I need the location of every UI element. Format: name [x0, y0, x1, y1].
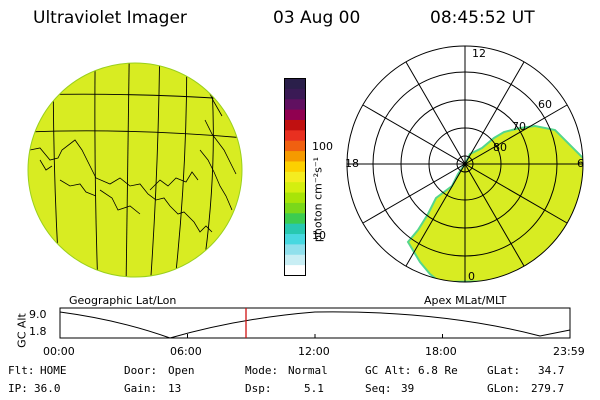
ip-label: IP:: [8, 382, 28, 395]
gain-value: 13: [168, 382, 182, 395]
colorbar-tick-100: 100: [312, 140, 333, 153]
lat-label-80: 80: [493, 141, 507, 154]
flt-label: Flt:: [8, 364, 35, 377]
colorbar-band: [284, 140, 306, 152]
colorbar-band: [284, 88, 306, 100]
colorbar-band: [284, 223, 306, 235]
colorbar-band: [284, 109, 306, 121]
altitude-xtick-1200: 12:00: [298, 345, 330, 358]
mlt-label-18: 18: [345, 157, 359, 170]
altitude-xtick-0600: 06:00: [170, 345, 202, 358]
glon-value: 279.7: [531, 382, 565, 395]
door-label: Door:: [124, 364, 158, 377]
colorbar-band: [284, 130, 306, 142]
colorbar-band: [284, 234, 306, 245]
colorbar-band: [284, 151, 306, 163]
colorbar-band: [284, 99, 306, 111]
colorbar-band: [284, 78, 306, 90]
altitude-curve: [59, 311, 571, 339]
ip-value: 36.0: [34, 382, 61, 395]
colorbar-band: [284, 202, 306, 214]
colorbar-band: [284, 244, 306, 256]
polar-panel-label: Apex MLat/MLT: [424, 294, 507, 307]
altitude-xticks: [59, 334, 571, 338]
lat-label-60: 60: [538, 98, 552, 111]
gcalt-value: 6.8 Re: [418, 364, 458, 377]
colorbar-band: [284, 182, 306, 194]
polar-grid: [346, 45, 584, 283]
seq-value: 39: [401, 382, 415, 395]
glat-label: GLat:: [487, 364, 521, 377]
geo-panel-label: Geographic Lat/Lon: [69, 294, 177, 307]
colorbar-band: [284, 161, 306, 173]
colorbar-tick-10: 10: [312, 229, 326, 242]
mlt-label-12: 12: [472, 47, 486, 60]
time-display: 08:45:52 UT: [430, 8, 535, 28]
altitude-ytick-1-8: 1.8: [29, 325, 47, 338]
glat-value: 34.7: [538, 364, 565, 377]
colorbar-band: [284, 213, 306, 225]
altitude-xtick-1800: 18:00: [425, 345, 457, 358]
colorbar-band: [284, 254, 306, 266]
flt-value: HOME: [40, 364, 67, 377]
colorbar-band: [284, 192, 306, 204]
gain-label: Gain:: [124, 382, 158, 395]
dsp-value: 5.1: [304, 382, 324, 395]
altitude-xtick-2359: 23:59: [553, 345, 585, 358]
date-display: 03 Aug 00: [273, 8, 361, 28]
altitude-ylabel: GC Alt: [15, 313, 29, 348]
altitude-xtick-0000: 00:00: [43, 345, 75, 358]
dsp-label: Dsp:: [245, 382, 272, 395]
colorbar: [284, 78, 306, 276]
gcalt-label: GC Alt:: [365, 364, 412, 377]
mlt-label-6: 6: [577, 157, 584, 170]
lat-label-70: 70: [512, 120, 526, 133]
glon-label: GLon:: [487, 382, 521, 395]
app-title: Ultraviolet Imager: [33, 8, 187, 28]
earth-disk: [28, 63, 242, 277]
door-value: Open: [168, 364, 195, 377]
seq-label: Seq:: [365, 382, 392, 395]
mlt-label-0: 0: [468, 270, 475, 283]
colorbar-band: [284, 265, 306, 276]
colorbar-band: [284, 119, 306, 131]
mode-label: Mode:: [245, 364, 279, 377]
altitude-ytick-9: 9.0: [29, 308, 47, 321]
mode-value: Normal: [288, 364, 328, 377]
colorbar-band: [284, 171, 306, 183]
